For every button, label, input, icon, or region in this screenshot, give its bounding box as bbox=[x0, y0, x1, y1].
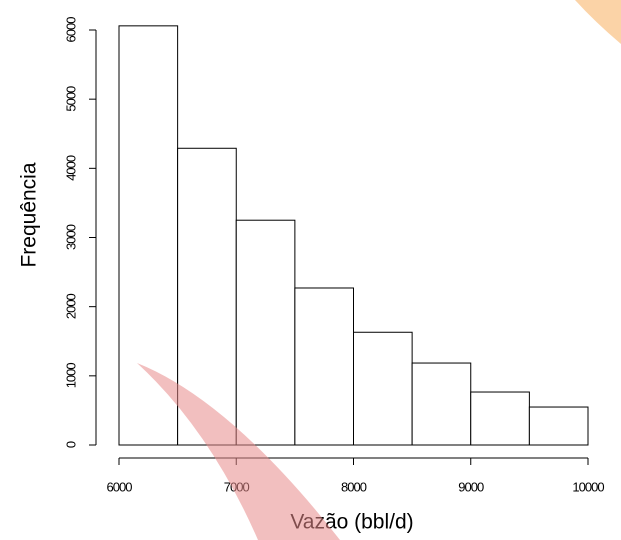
y-tick-label: 2000 bbox=[63, 293, 78, 319]
decoration bbox=[575, 0, 621, 44]
bar bbox=[411, 362, 472, 446]
y-tick-label: 6000 bbox=[63, 17, 78, 43]
y-tick-label: 4000 bbox=[63, 155, 78, 181]
decoration bbox=[137, 363, 340, 540]
y-tick-label: 0 bbox=[63, 441, 78, 448]
bar bbox=[118, 25, 179, 446]
y-axis-title: Frequência bbox=[18, 162, 41, 267]
x-tick-label: 8000 bbox=[341, 479, 367, 494]
x-tick-label: 10000 bbox=[572, 479, 604, 494]
x-tick-label: 9000 bbox=[458, 479, 484, 494]
y-tick-label: 5000 bbox=[63, 86, 78, 112]
bar bbox=[470, 391, 530, 446]
bar bbox=[528, 406, 589, 446]
bar bbox=[353, 331, 413, 446]
bar bbox=[235, 219, 296, 446]
plot-area: 0100020003000400050006000600070008000900… bbox=[63, 17, 605, 495]
y-tick-label: 1000 bbox=[63, 363, 78, 389]
bar bbox=[294, 287, 354, 446]
y-tick-label: 3000 bbox=[63, 224, 78, 250]
x-tick-label: 6000 bbox=[107, 479, 133, 494]
